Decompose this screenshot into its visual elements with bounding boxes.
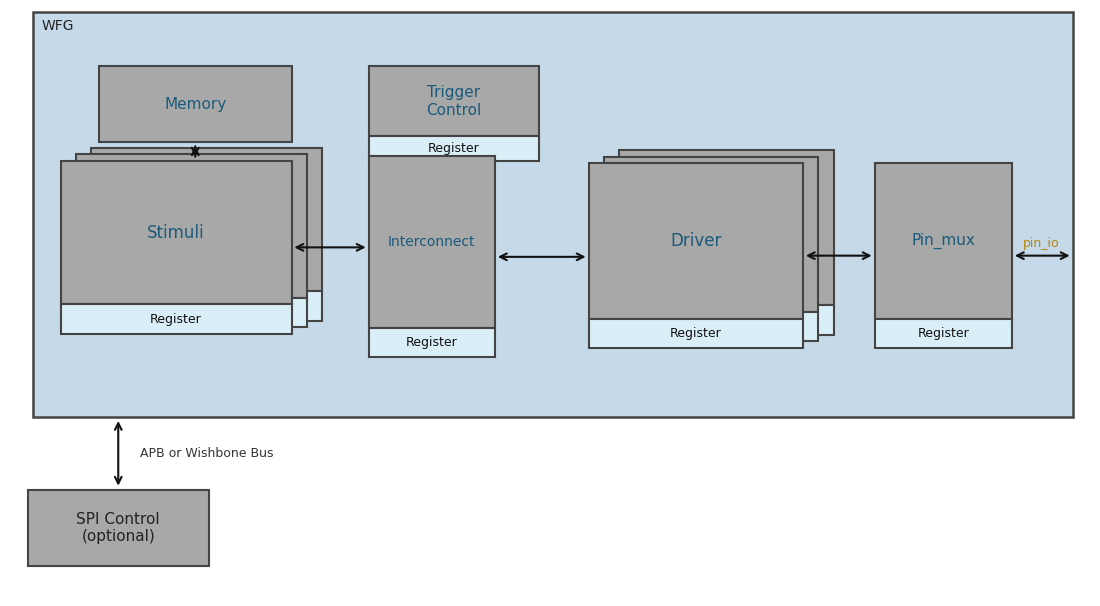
- Bar: [76, 155, 307, 298]
- Bar: [368, 66, 539, 136]
- Text: Driver: Driver: [670, 232, 722, 250]
- Text: Interconnect: Interconnect: [388, 235, 475, 249]
- Bar: [28, 490, 209, 566]
- Bar: [874, 319, 1012, 348]
- Bar: [91, 291, 322, 321]
- Text: Register: Register: [917, 327, 969, 340]
- Bar: [91, 148, 322, 291]
- Bar: [604, 157, 818, 312]
- Bar: [619, 305, 834, 335]
- Bar: [60, 304, 292, 334]
- Bar: [368, 136, 539, 161]
- Bar: [604, 312, 818, 341]
- Bar: [874, 164, 1012, 319]
- Text: Register: Register: [670, 327, 722, 340]
- Bar: [33, 12, 1072, 417]
- Text: Stimuli: Stimuli: [147, 224, 205, 242]
- Text: WFG: WFG: [42, 19, 75, 33]
- Text: APB or Wishbone Bus: APB or Wishbone Bus: [141, 447, 274, 460]
- Bar: [76, 298, 307, 327]
- Bar: [60, 161, 292, 304]
- Text: pin_io: pin_io: [1023, 238, 1059, 250]
- Text: Register: Register: [428, 142, 480, 155]
- Text: Memory: Memory: [164, 96, 227, 112]
- Text: Pin_mux: Pin_mux: [911, 233, 976, 249]
- Text: Register: Register: [150, 313, 202, 325]
- Bar: [619, 150, 834, 305]
- Text: SPI Control
(optional): SPI Control (optional): [76, 511, 161, 544]
- Text: Trigger
Control: Trigger Control: [426, 85, 482, 118]
- Bar: [368, 156, 495, 328]
- Bar: [588, 319, 803, 348]
- Text: Register: Register: [406, 336, 458, 349]
- Bar: [368, 328, 495, 358]
- Bar: [99, 66, 292, 142]
- Bar: [588, 164, 803, 319]
